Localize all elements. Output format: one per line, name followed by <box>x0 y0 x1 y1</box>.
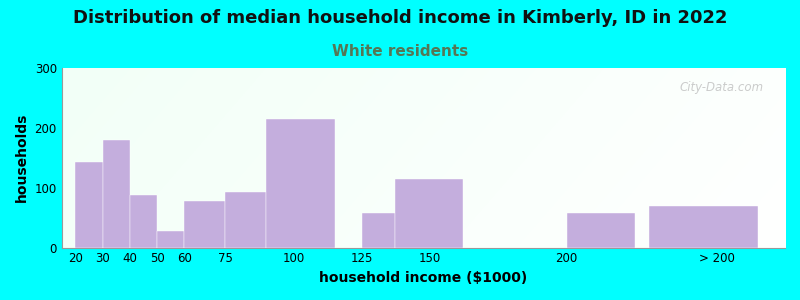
Bar <box>266 119 334 248</box>
Bar <box>226 192 266 248</box>
Y-axis label: households: households <box>15 113 29 202</box>
Bar <box>75 162 102 247</box>
Bar <box>394 179 463 247</box>
Bar <box>566 214 635 248</box>
Bar <box>649 206 758 247</box>
Text: City-Data.com: City-Data.com <box>679 81 763 94</box>
Bar <box>102 140 130 248</box>
Text: Distribution of median household income in Kimberly, ID in 2022: Distribution of median household income … <box>73 9 727 27</box>
Text: White residents: White residents <box>332 44 468 59</box>
Bar <box>130 195 158 247</box>
Bar <box>185 201 226 247</box>
X-axis label: household income ($1000): household income ($1000) <box>319 271 527 285</box>
Bar <box>158 231 185 248</box>
Bar <box>362 213 394 248</box>
